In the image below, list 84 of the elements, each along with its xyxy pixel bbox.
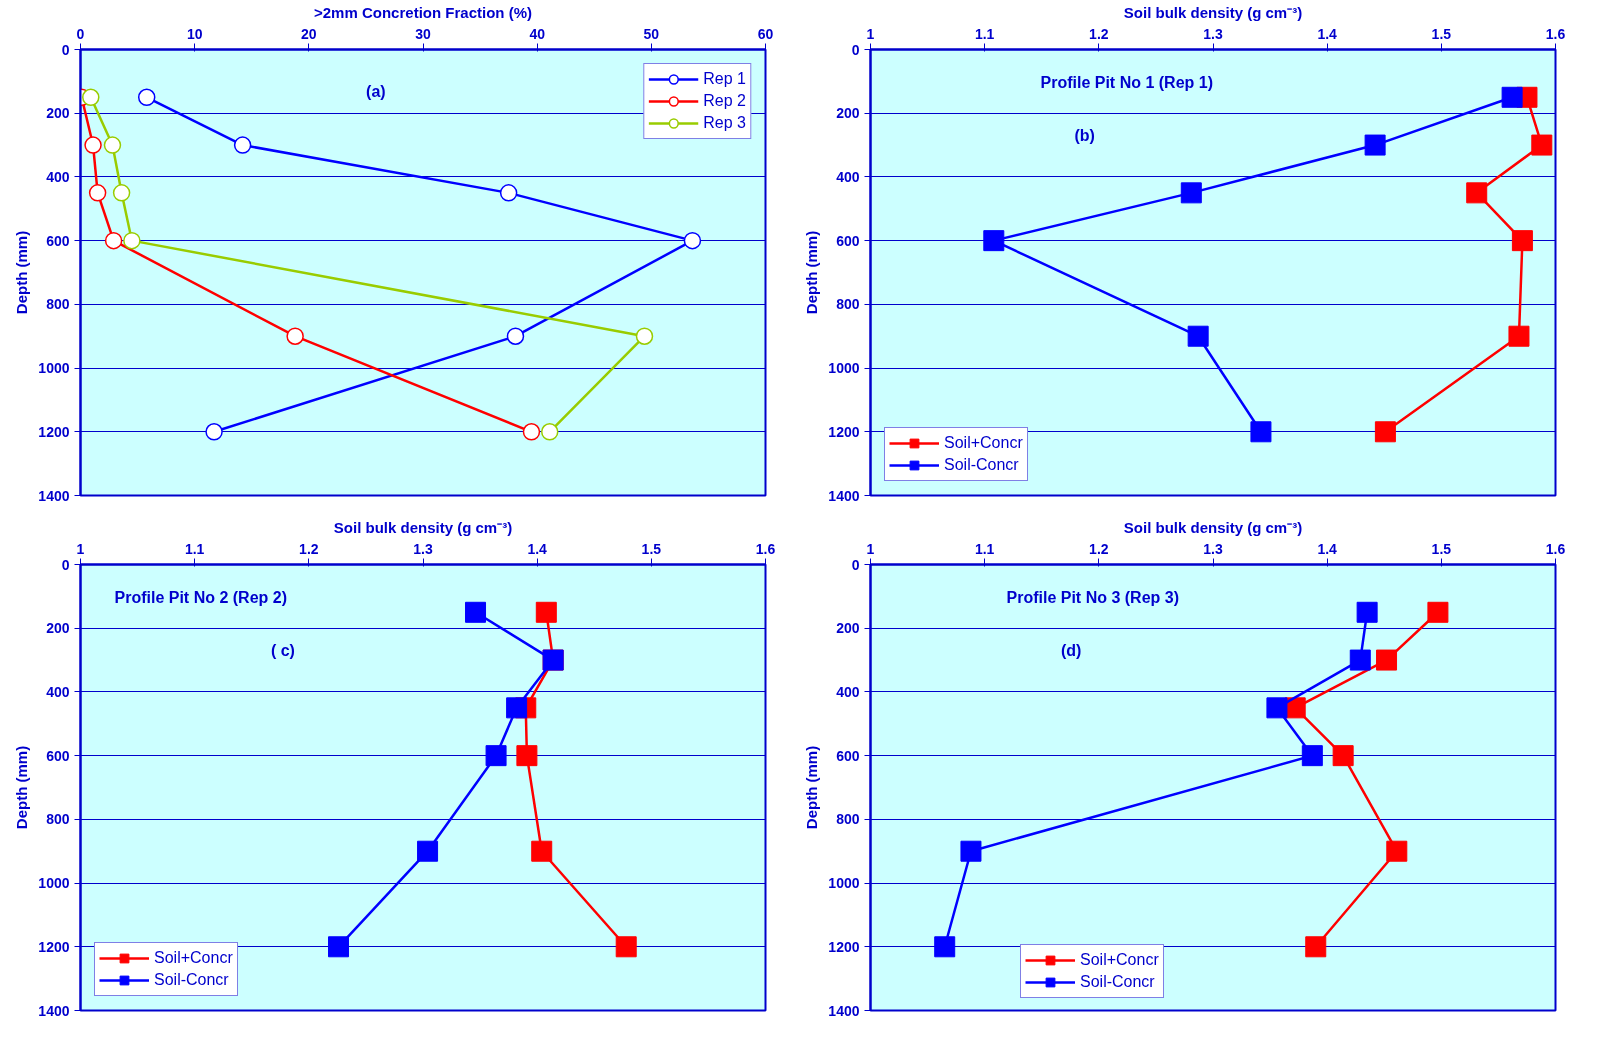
legend-label: Soil-Concr xyxy=(154,970,229,990)
x-tick-label: 1.6 xyxy=(755,540,776,557)
x-tick-label: 60 xyxy=(757,25,774,42)
x-tick-label: 40 xyxy=(529,25,546,42)
x-axis-title: >2mm Concretion Fraction (%) xyxy=(314,3,532,21)
x-tick-label: 1.3 xyxy=(413,540,433,557)
x-axis-title: Soil bulk density (g cm⁻³) xyxy=(1123,518,1303,536)
x-tick-label: 1.4 xyxy=(1317,540,1338,557)
y-tick-label: 1000 xyxy=(38,360,70,377)
y-tick-label: 0 xyxy=(61,556,70,573)
x-tick-label: 1 xyxy=(866,540,875,557)
legend-label: Rep 1 xyxy=(703,69,746,89)
annotation: Profile Pit No 3 (Rep 3) xyxy=(1006,588,1179,606)
x-tick-label: 1 xyxy=(76,540,85,557)
x-tick-label: 1.6 xyxy=(1545,25,1566,42)
y-tick-label: 800 xyxy=(836,811,860,828)
legend-label: Rep 3 xyxy=(703,113,746,133)
legend-label: Soil-Concr xyxy=(944,455,1019,475)
annotation: Profile Pit No 1 (Rep 1) xyxy=(1040,73,1213,91)
y-tick-label: 800 xyxy=(46,811,70,828)
legend-label: Soil-Concr xyxy=(1080,972,1155,992)
y-tick-label: 1000 xyxy=(828,360,860,377)
y-tick-label: 400 xyxy=(46,683,70,700)
x-tick-label: 1.2 xyxy=(1089,25,1109,42)
legend-label: Soil+Concr xyxy=(1080,950,1159,970)
legend-label: Soil+Concr xyxy=(154,948,233,968)
x-tick-label: 1.4 xyxy=(1317,25,1338,42)
y-tick-label: 1200 xyxy=(828,423,860,440)
y-tick-label: 1400 xyxy=(38,1002,70,1019)
x-tick-label: 30 xyxy=(415,25,431,42)
y-tick-label: 1400 xyxy=(828,487,860,504)
x-tick-label: 1.1 xyxy=(974,540,995,557)
y-tick-label: 1000 xyxy=(38,875,70,892)
x-tick-label: 10 xyxy=(186,25,203,42)
annotation: ( c) xyxy=(270,641,295,659)
legend-label: Rep 2 xyxy=(703,91,746,111)
y-axis-title: Depth (mm) xyxy=(803,745,821,830)
x-tick-label: 1.3 xyxy=(1203,25,1223,42)
y-tick-label: 800 xyxy=(46,296,70,313)
x-tick-label: 1.1 xyxy=(184,540,205,557)
x-tick-label: 20 xyxy=(301,25,317,42)
x-tick-label: 1.3 xyxy=(1203,540,1223,557)
x-tick-label: 1.2 xyxy=(299,540,319,557)
y-tick-label: 400 xyxy=(836,168,860,185)
y-tick-label: 0 xyxy=(851,41,860,58)
x-tick-label: 1.1 xyxy=(974,25,995,42)
y-tick-label: 200 xyxy=(46,105,70,122)
x-tick-label: 1.5 xyxy=(1431,25,1452,42)
x-tick-label: 1 xyxy=(866,25,875,42)
y-tick-label: 1200 xyxy=(38,938,70,955)
y-tick-label: 0 xyxy=(61,41,70,58)
y-tick-label: 1200 xyxy=(828,938,860,955)
y-tick-label: 600 xyxy=(836,747,860,764)
x-tick-label: 1.4 xyxy=(527,540,548,557)
x-tick-label: 50 xyxy=(643,25,660,42)
y-tick-label: 1400 xyxy=(38,487,70,504)
x-axis-title: Soil bulk density (g cm⁻³) xyxy=(1123,3,1303,21)
x-tick-label: 1.2 xyxy=(1089,540,1109,557)
y-tick-label: 800 xyxy=(836,296,860,313)
x-tick-label: 1.5 xyxy=(641,540,662,557)
x-tick-label: 1.5 xyxy=(1431,540,1452,557)
y-tick-label: 200 xyxy=(836,620,860,637)
y-tick-label: 1400 xyxy=(828,1002,860,1019)
annotation: Profile Pit No 2 (Rep 2) xyxy=(114,588,287,606)
y-tick-label: 200 xyxy=(836,105,860,122)
legend-label: Soil+Concr xyxy=(944,433,1023,453)
annotation: (b) xyxy=(1074,126,1095,144)
y-tick-label: 400 xyxy=(46,168,70,185)
y-tick-label: 1200 xyxy=(38,423,70,440)
y-tick-label: 200 xyxy=(46,620,70,637)
annotation: (a) xyxy=(366,82,386,100)
x-tick-label: 0 xyxy=(76,25,85,42)
y-axis-title: Depth (mm) xyxy=(13,745,31,830)
y-tick-label: 0 xyxy=(851,556,860,573)
y-tick-label: 600 xyxy=(836,232,860,249)
annotation: (d) xyxy=(1060,641,1082,659)
x-axis-title: Soil bulk density (g cm⁻³) xyxy=(333,518,513,536)
x-tick-label: 1.6 xyxy=(1545,540,1566,557)
y-tick-label: 600 xyxy=(46,747,70,764)
y-tick-label: 400 xyxy=(836,683,860,700)
y-axis-title: Depth (mm) xyxy=(803,230,821,315)
y-tick-label: 600 xyxy=(46,232,70,249)
y-tick-label: 1000 xyxy=(828,875,860,892)
y-axis-title: Depth (mm) xyxy=(13,230,31,315)
